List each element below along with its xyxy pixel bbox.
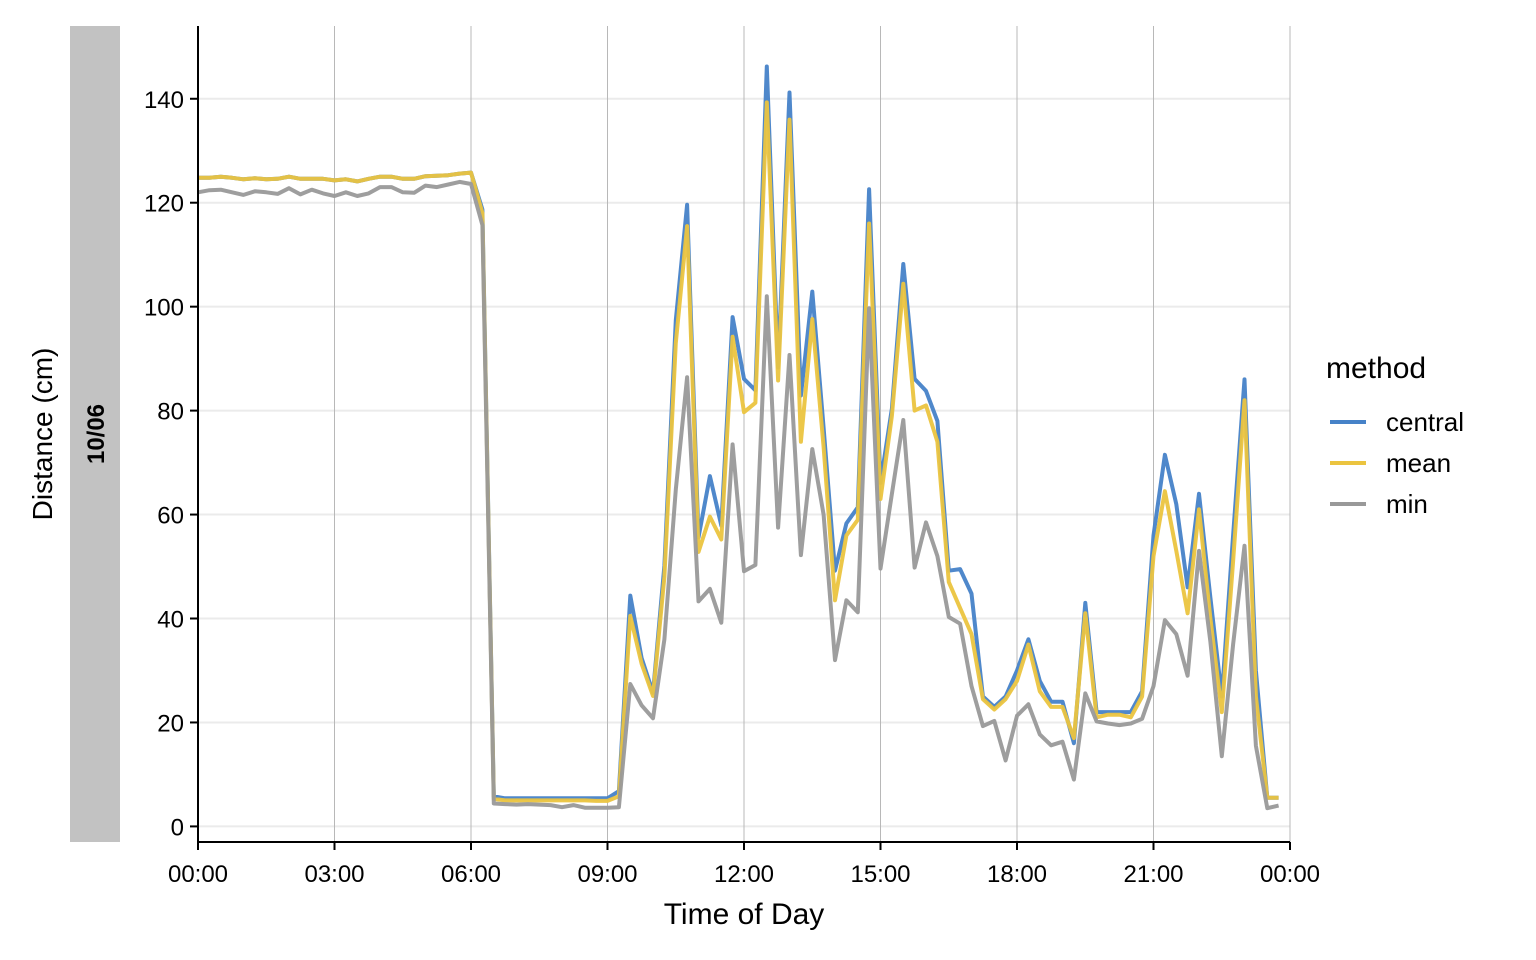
x-tick-label: 18:00: [987, 861, 1047, 888]
facet-strip: [70, 26, 120, 842]
y-tick-label: 60: [157, 503, 184, 530]
legend-title: method: [1326, 352, 1426, 385]
y-tick-label: 80: [157, 399, 184, 426]
x-tick-label: 06:00: [441, 861, 501, 888]
y-tick-label: 120: [144, 191, 184, 218]
x-tick-label: 03:00: [304, 861, 364, 888]
y-tick-label: 40: [157, 607, 184, 634]
x-tick-label: 09:00: [577, 861, 637, 888]
series-line-central: [198, 64, 1279, 801]
series-lines: [197, 64, 1280, 811]
x-tick-label: 00:00: [168, 861, 228, 888]
x-ticks: 00:00 03:00 06:00 09:00 12:00 15:00 18:00 21:00…: [168, 842, 1320, 888]
y-tick-label: 0: [171, 814, 184, 841]
x-axis-title: Time of Day: [664, 898, 825, 931]
series-line-min: [197, 179, 1280, 811]
x-tick-label: 15:00: [850, 861, 910, 888]
legend-label-mean: mean: [1386, 448, 1451, 478]
grid-lines: [198, 26, 1291, 842]
legend-items: central mean min: [1330, 407, 1464, 519]
x-tick-label: 00:00: [1260, 861, 1320, 888]
legend-label-min: min: [1386, 489, 1428, 519]
series-line-mean: [198, 100, 1279, 803]
y-ticks: 0 20 40 60 80 100 120 140: [144, 87, 198, 841]
x-tick-label: 21:00: [1123, 861, 1183, 888]
y-axis-title: Distance (cm): [27, 348, 58, 521]
y-tick-label: 140: [144, 87, 184, 114]
facet-label: 10/06: [83, 404, 110, 464]
y-tick-label: 100: [144, 295, 184, 322]
legend-label-central: central: [1386, 407, 1464, 437]
legend: method central mean min: [1326, 352, 1464, 519]
x-tick-label: 12:00: [714, 861, 774, 888]
y-tick-label: 20: [157, 710, 184, 737]
